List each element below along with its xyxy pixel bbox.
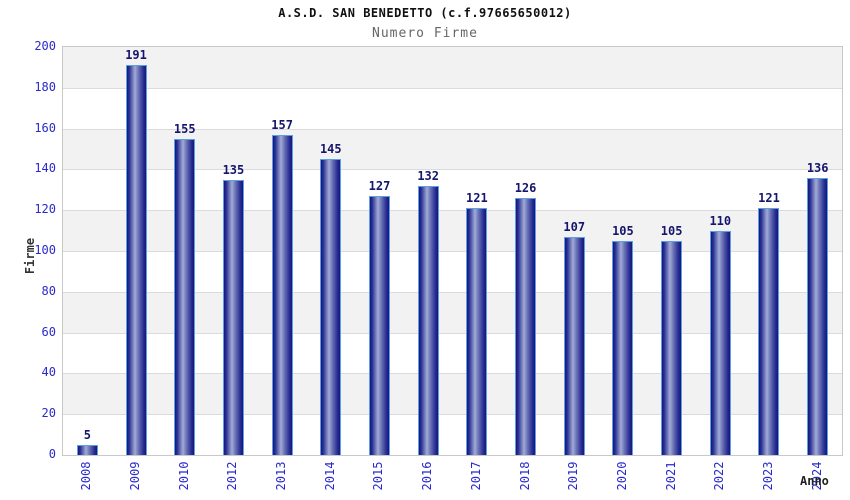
plot-area: 5 191 155 135 157 145 127 132 121 126 107 105 105 110… — [62, 46, 843, 456]
bar-value-label: 105 — [612, 223, 634, 238]
bar — [612, 240, 634, 455]
bar-value-label: 136 — [806, 160, 829, 175]
x-tick-label: 2015 — [371, 461, 386, 491]
y-tick-label: 100 — [34, 243, 56, 257]
gridline — [63, 291, 842, 293]
y-tick-label: 120 — [34, 202, 56, 217]
x-tick-label: 2018 — [517, 461, 532, 491]
x-tick-label: 2016 — [420, 461, 435, 491]
bar — [76, 444, 98, 455]
bar-value-label: 135 — [222, 162, 245, 177]
x-tick-label: 2023 — [760, 461, 775, 491]
bar — [174, 138, 196, 455]
bar-value-label: 145 — [319, 142, 342, 157]
bar — [417, 185, 439, 455]
bar-value-label: 191 — [125, 48, 147, 63]
bar-value-label: 157 — [271, 117, 293, 132]
bar-value-label: 132 — [417, 168, 439, 183]
chart-subtitle: Numero Firme — [372, 26, 478, 41]
y-tick-label: 160 — [34, 120, 56, 135]
x-tick-label: 2009 — [128, 461, 143, 491]
bar — [320, 159, 342, 455]
bar-value-label: 107 — [563, 219, 586, 234]
x-tick-label: 2019 — [566, 461, 581, 491]
gridline — [63, 87, 842, 89]
y-tick-label: 80 — [41, 283, 56, 298]
y-tick-label: 180 — [34, 79, 56, 94]
bar — [563, 236, 585, 455]
x-tick-label: 2014 — [322, 461, 337, 491]
bar — [515, 197, 537, 455]
y-tick-label: 140 — [34, 161, 56, 176]
x-tick-label: 2020 — [614, 461, 629, 491]
gridline — [63, 210, 842, 212]
bar-value-label: 105 — [660, 223, 683, 238]
bar-value-label: 110 — [709, 213, 732, 228]
gridline — [63, 373, 842, 375]
bar-value-label: 5 — [83, 427, 91, 442]
x-tick-label: 2012 — [225, 461, 240, 491]
x-tick-label: 2021 — [663, 461, 678, 491]
bar — [368, 195, 390, 455]
y-axis-title: Firme — [23, 237, 37, 275]
x-tick-label: 2022 — [712, 461, 727, 491]
x-tick-label: 2013 — [274, 461, 289, 491]
x-axis-title: Anno — [800, 474, 829, 488]
chart-title: A.S.D. SAN BENEDETTO (c.f.97665650012) — [278, 6, 572, 20]
bar — [758, 208, 780, 455]
bar — [807, 177, 829, 455]
plot-band — [63, 47, 842, 88]
bar — [271, 134, 293, 455]
bar — [466, 208, 488, 455]
plot-band — [63, 87, 842, 129]
bar — [709, 230, 731, 455]
bar-value-label: 126 — [514, 180, 537, 195]
bar-value-label: 127 — [368, 178, 391, 193]
gridline — [63, 251, 842, 252]
y-tick-label: 60 — [41, 324, 56, 339]
x-tick-label: 2017 — [468, 461, 483, 491]
bar-value-label: 121 — [758, 191, 780, 206]
gridline — [63, 332, 842, 334]
bar — [125, 65, 147, 455]
x-tick-label: 2010 — [176, 461, 191, 491]
bar — [661, 240, 683, 455]
bar-value-label: 155 — [173, 121, 196, 136]
gridline — [63, 414, 842, 416]
bar — [222, 179, 244, 455]
x-tick-label: 2008 — [79, 461, 94, 491]
bar-value-label: 121 — [466, 191, 488, 206]
gridline — [63, 169, 842, 171]
y-tick-label: 20 — [41, 406, 56, 421]
y-tick-label: 40 — [41, 365, 56, 380]
y-tick-label: 200 — [34, 39, 56, 53]
gridline — [63, 128, 842, 130]
y-tick-label: 0 — [48, 447, 56, 461]
